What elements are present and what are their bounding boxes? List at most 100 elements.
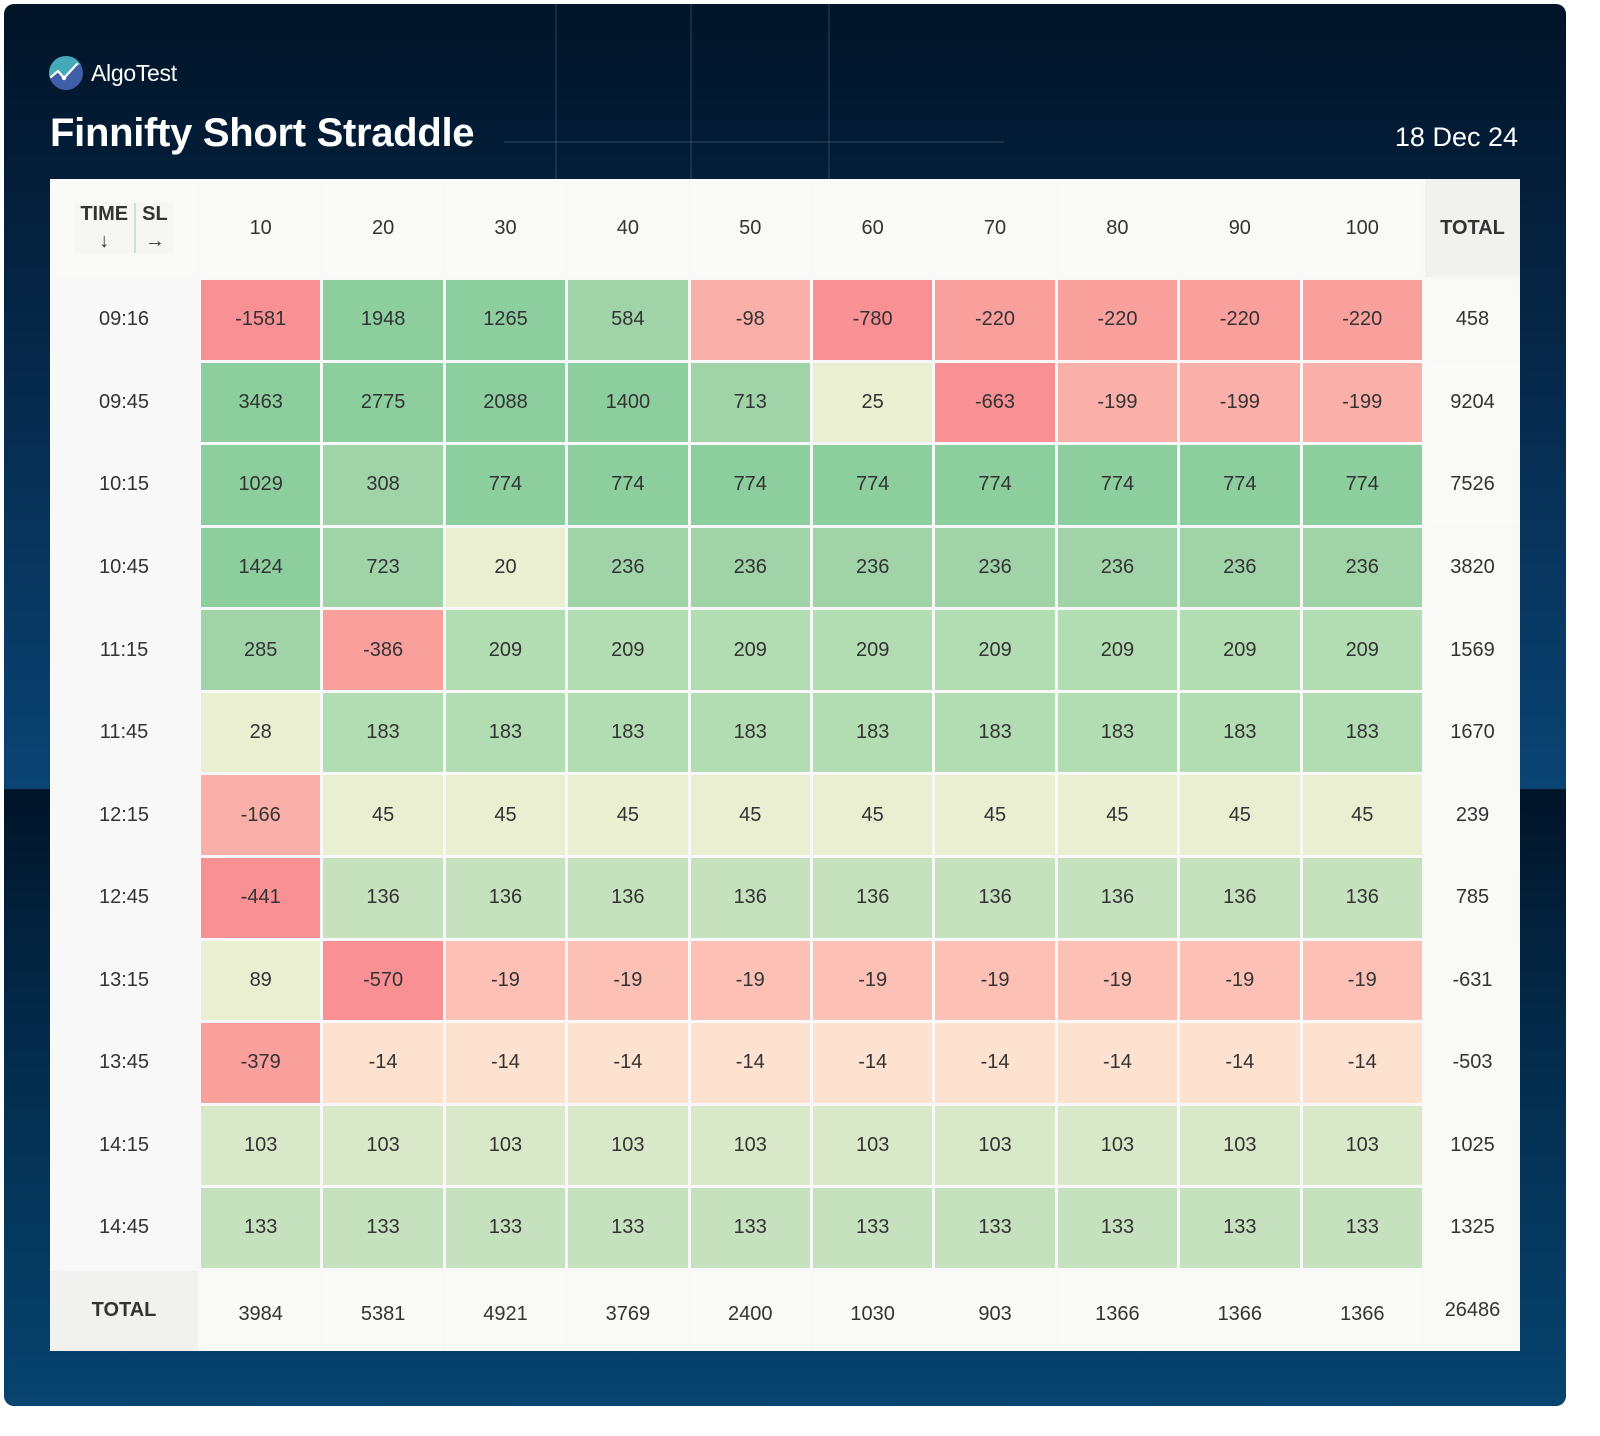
heatmap-cell: 209	[690, 610, 810, 690]
sl-axis-text: SL	[142, 203, 168, 225]
row-total: 239	[1425, 775, 1520, 855]
row-header-time: 09:45	[50, 362, 198, 443]
table-row: 12:45 -441 136 136 136 136 136 136 136 136 136 785	[50, 857, 1520, 938]
heatmap-cell: 20	[445, 527, 566, 608]
column-header-sl: 20	[323, 179, 443, 277]
row-total: 1025	[1425, 1105, 1520, 1186]
bg-grid-line	[828, 4, 830, 179]
table-row: 14:15 103 103 103 103 103 103 103 103 103 103 1025	[50, 1105, 1520, 1186]
table-row: 14:45 133 133 133 133 133 133 133 133 133 133 1325	[50, 1188, 1520, 1268]
heatmap-cell: -19	[690, 940, 810, 1021]
heatmap-cell: 103	[935, 1105, 1055, 1186]
column-header-total: TOTAL	[1425, 179, 1520, 277]
heatmap-cell: -14	[1057, 1023, 1178, 1103]
page-title: Finnifty Short Straddle	[50, 111, 475, 155]
heatmap-cell: 136	[935, 857, 1055, 938]
heatmap-cell: 308	[323, 445, 443, 525]
table-row: 11:15 285 -386 209 209 209 209 209 209 209 209 1569	[50, 610, 1520, 690]
column-total: 2400	[690, 1270, 810, 1351]
heatmap-cell: 133	[323, 1188, 443, 1268]
heatmap-cell: 103	[568, 1105, 688, 1186]
heatmap-cell: -14	[445, 1023, 566, 1103]
row-header-time: 14:45	[50, 1188, 198, 1268]
heatmap-cell: 133	[1180, 1188, 1300, 1268]
column-header-sl: 80	[1057, 179, 1178, 277]
heatmap-cell: 45	[812, 775, 933, 855]
heatmap-cell: 1948	[323, 280, 443, 360]
column-header-sl: 70	[935, 179, 1055, 277]
column-total: 3984	[201, 1270, 321, 1351]
heatmap-cell: 236	[1180, 527, 1300, 608]
heatmap-cell: 89	[201, 940, 321, 1021]
row-header-time: 12:45	[50, 857, 198, 938]
heatmap-cell: 774	[935, 445, 1055, 525]
column-header-sl: 100	[1302, 179, 1422, 277]
column-header-sl: 40	[568, 179, 688, 277]
heatmap-cell: -1581	[201, 280, 321, 360]
heatmap-cell: 45	[445, 775, 566, 855]
arrow-right-icon: →	[144, 230, 165, 252]
heatmap-cell: 45	[690, 775, 810, 855]
heatmap-cell: 133	[568, 1188, 688, 1268]
column-total: 5381	[323, 1270, 443, 1351]
column-header-sl: 60	[812, 179, 933, 277]
column-total: 4921	[445, 1270, 566, 1351]
heatmap-cell: 209	[812, 610, 933, 690]
heatmap-cell: 103	[323, 1105, 443, 1186]
heatmap-cell: -663	[935, 362, 1055, 443]
heatmap-cell: 1029	[201, 445, 321, 525]
column-header-sl: 10	[201, 179, 321, 277]
heatmap-cell: 2088	[445, 362, 566, 443]
heatmap-cell: -14	[1302, 1023, 1422, 1103]
corner-header: TIME ↓ SL →	[50, 179, 198, 277]
sl-axis-label: SL →	[136, 203, 174, 253]
heatmap-cell: 45	[1302, 775, 1422, 855]
heatmap-cell: 774	[445, 445, 566, 525]
heatmap-cell: -220	[1057, 280, 1178, 360]
heatmap-cell: 45	[1057, 775, 1178, 855]
heatmap-cell: -441	[201, 857, 321, 938]
algotest-chart-logo-icon	[49, 56, 83, 90]
heatmap-cell: -780	[812, 280, 933, 360]
heatmap-cell: 209	[935, 610, 1055, 690]
heatmap-cell: 45	[935, 775, 1055, 855]
report-date: 18 Dec 24	[1394, 122, 1518, 152]
row-header-time: 14:15	[50, 1105, 198, 1186]
brand: AlgoTest	[49, 56, 177, 90]
heatmap-cell: 183	[568, 692, 688, 773]
heatmap-cell: 133	[1057, 1188, 1178, 1268]
heatmap-cell: 183	[812, 692, 933, 773]
table-row: 13:45 -379 -14 -14 -14 -14 -14 -14 -14 -14 -14 -503	[50, 1023, 1520, 1103]
heatmap-cell: -19	[935, 940, 1055, 1021]
heatmap-cell: 236	[1302, 527, 1422, 608]
heatmap-cell: -19	[1302, 940, 1422, 1021]
heatmap-cell: 136	[690, 857, 810, 938]
heatmap-cell: 25	[812, 362, 933, 443]
heatmap-cell: 45	[323, 775, 443, 855]
heatmap-cell: 133	[445, 1188, 566, 1268]
heatmap-cell: -199	[1302, 362, 1422, 443]
heatmap-cell: 236	[690, 527, 810, 608]
heatmap-cell: 209	[1180, 610, 1300, 690]
heatmap-cell: 3463	[201, 362, 321, 443]
totals-row: TOTAL 3984 5381 4921 3769 2400 1030 903 1366 1366…	[50, 1270, 1520, 1351]
bg-grid-line	[690, 4, 692, 179]
heatmap-cell: 183	[1180, 692, 1300, 773]
row-header-time: 13:15	[50, 940, 198, 1021]
time-axis-text: TIME	[80, 203, 129, 225]
heatmap-cell: 209	[568, 610, 688, 690]
table-row: 10:15 1029 308 774 774 774 774 774 774 774 774 7526	[50, 445, 1520, 525]
row-total: 3820	[1425, 527, 1520, 608]
heatmap-cell: -379	[201, 1023, 321, 1103]
heatmap-cell: 103	[201, 1105, 321, 1186]
heatmap-cell: 103	[1057, 1105, 1178, 1186]
table-row: 09:16 -1581 1948 1265 584 -98 -780 -220 -220 -220…	[50, 280, 1520, 360]
heatmap-cell: -19	[1180, 940, 1300, 1021]
heatmap-cell: 133	[1302, 1188, 1422, 1268]
heatmap-cell: 133	[690, 1188, 810, 1268]
heatmap-cell: 133	[812, 1188, 933, 1268]
table-row: 12:15 -166 45 45 45 45 45 45 45 45 45 239	[50, 775, 1520, 855]
heatmap-cell: 209	[1302, 610, 1422, 690]
heatmap-cell: 103	[1302, 1105, 1422, 1186]
heatmap-cell: -19	[568, 940, 688, 1021]
